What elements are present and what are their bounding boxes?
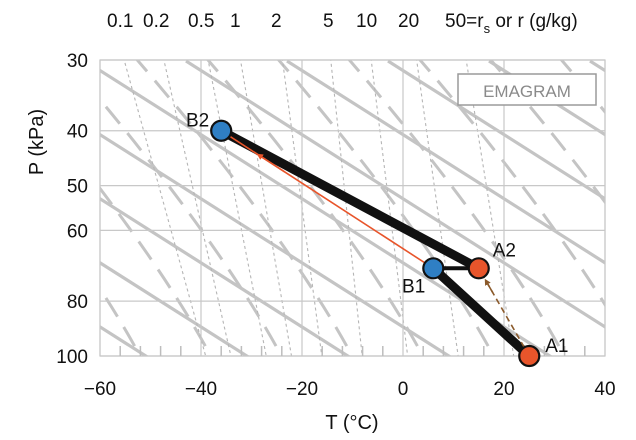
mixing-ratio-title: 50=rs or r (g/kg) <box>445 11 578 36</box>
x-tick-label: −40 <box>185 379 217 400</box>
y-tick-label: 50 <box>67 177 88 198</box>
point-a1-marker <box>518 344 541 368</box>
x-tick-label: −20 <box>286 379 318 400</box>
moist-adiabat-line <box>206 60 425 356</box>
moist-adiabat-line <box>100 97 284 356</box>
legend-frame <box>457 73 597 106</box>
x-axis-title: T (°C) <box>325 412 378 434</box>
x-tick-label: 40 <box>594 379 615 400</box>
point-a2-label: A2 <box>493 240 516 261</box>
x-tick-label: 0 <box>398 379 409 400</box>
emagram-legend-box: EMAGRAM <box>457 73 597 106</box>
moist-adiabat-line <box>0 20 9 376</box>
mixing-ratio-line <box>207 60 267 356</box>
process-path-orange <box>220 130 434 269</box>
dry-adiabat-line <box>185 60 605 329</box>
point-b2-label: B2 <box>186 111 209 132</box>
mixing-ratio-tick-label: 5 <box>323 11 334 32</box>
dry-adiabat-line <box>100 325 149 356</box>
mixing-ratio-tick-label: 2 <box>271 11 282 32</box>
mixing-ratio-header: 50=rs or r (g/kg) <box>445 11 578 36</box>
orange-arrowhead <box>256 153 286 173</box>
moist-adiabat-line <box>0 20 80 376</box>
process-path-thick <box>216 126 484 273</box>
axis-labels: −60 −40 −20 0 20 40 30 40 50 60 80 100 0.1 0.2 0.5 1 2 5 1… <box>56 11 615 400</box>
y-tick-label: 100 <box>56 347 88 368</box>
mixing-ratio-line <box>370 60 409 356</box>
point-b2-marker <box>210 119 233 142</box>
mixing-ratio-line <box>281 60 323 356</box>
brown-arrowhead <box>484 278 494 294</box>
mixing-ratio-tick-label: 10 <box>356 11 377 32</box>
point-a2-marker <box>467 257 490 280</box>
mixing-ratio-tick-label: 1 <box>230 11 241 32</box>
dry-adiabat-line <box>387 60 605 201</box>
moist-adiabat-line <box>347 60 566 356</box>
moist-adiabat-line <box>100 286 142 356</box>
y-tick-label: 60 <box>67 221 88 242</box>
dry-adiabat-line <box>488 60 605 137</box>
y-tick-label: 30 <box>67 51 88 72</box>
mixing-ratio-tick-label: 0.2 <box>143 11 169 32</box>
moist-adiabat-line <box>100 186 213 356</box>
point-b1-label: B1 <box>402 276 425 297</box>
mixing-ratio-line <box>416 60 459 356</box>
moist-adiabat-line <box>276 60 496 356</box>
x-tick-label: 20 <box>493 379 514 400</box>
process-paths <box>216 126 534 361</box>
legend-label: EMAGRAM <box>483 82 571 101</box>
mixing-ratio-line <box>123 60 207 356</box>
state-points: A1 A2 B1 B2 <box>186 111 569 368</box>
x-tick-label: −60 <box>84 379 116 400</box>
moist-adiabat-line <box>135 60 354 356</box>
dry-adiabat-line <box>100 132 452 356</box>
y-tick-label: 40 <box>67 122 88 143</box>
plot-border <box>99 59 606 357</box>
mixing-ratio-tick-label: 0.5 <box>188 11 214 32</box>
y-axis-title: P (kPa) <box>26 109 48 175</box>
mixing-ratio-line <box>163 60 232 356</box>
dry-adiabat-line <box>286 60 605 265</box>
background-isopleths <box>0 20 605 376</box>
mixing-ratio-subscript: s <box>484 21 491 36</box>
dry-adiabat-line <box>100 260 250 356</box>
point-b1-marker <box>422 257 445 280</box>
y-tick-label: 80 <box>67 292 88 313</box>
dry-adiabat-line <box>100 196 351 356</box>
dry-adiabat-line <box>589 60 605 73</box>
mixing-ratio-line <box>239 60 293 356</box>
plot-frame <box>99 59 606 357</box>
mixing-ratio-suffix: or r (g/kg) <box>490 11 578 32</box>
mixing-ratio-tick-label: 20 <box>398 11 419 32</box>
process-path-thick <box>428 263 534 361</box>
mixing-ratio-main: 50=r <box>445 11 484 32</box>
moist-adiabat-line <box>418 60 605 308</box>
mixing-ratio-tick-label: 0.1 <box>107 11 133 32</box>
point-a1-label: A1 <box>545 336 568 357</box>
